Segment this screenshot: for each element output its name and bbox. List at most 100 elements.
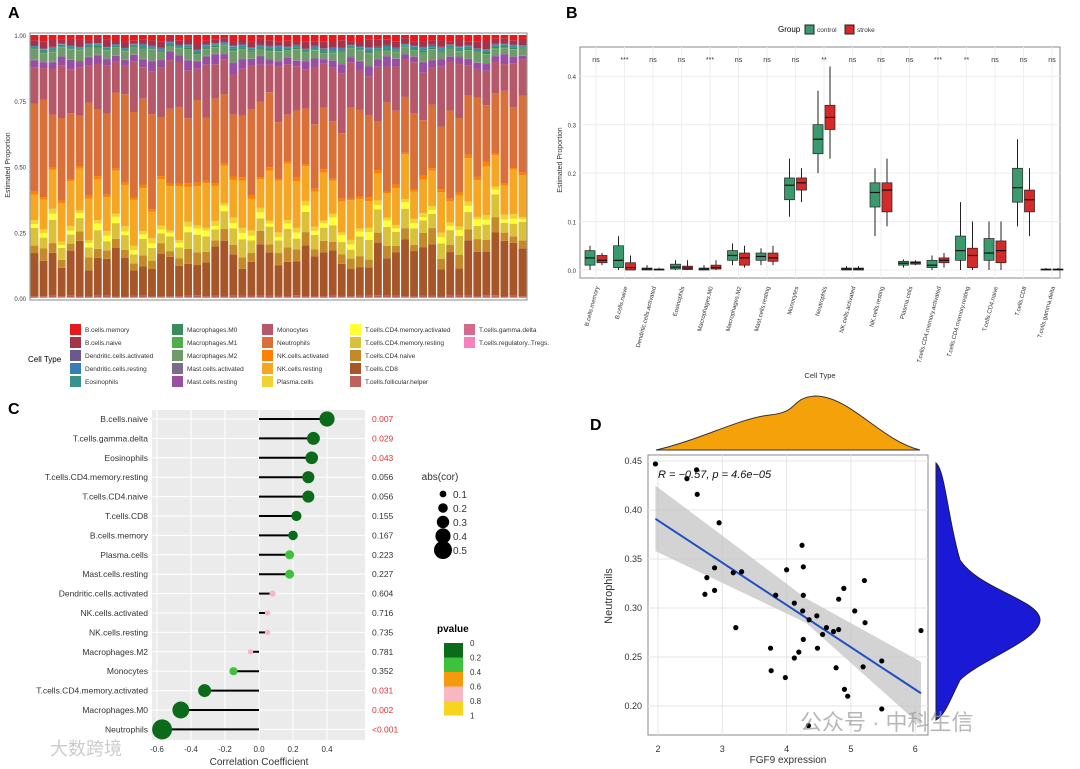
stacked-bar-segment [428,213,437,229]
stacked-bar-segment [491,62,500,93]
stacked-bar-segment [401,297,409,298]
stacked-bar-segment [211,295,220,298]
stacked-bar-segment [310,45,319,47]
stacked-bar-segment [355,267,364,296]
stacked-bar-segment [57,65,66,119]
legend-label: T.cells.gamma.delta [479,327,537,334]
stacked-bar-segment [464,297,473,298]
y-tick-label: 0.3 [568,124,577,130]
stacked-bar-segment [139,43,147,45]
color-legend-title: pvalue [437,624,469,635]
stacked-bar-segment [57,39,66,44]
stacked-bar-segment [139,35,147,40]
y-density-curve [935,461,1041,721]
stacked-bar-segment [220,42,229,44]
stacked-bar-segment [120,51,129,60]
stacked-bar-segment [39,62,48,69]
stacked-bar-segment [57,35,66,40]
stacked-bar-segment [419,62,427,73]
box [955,235,966,261]
stacked-bar-segment [373,297,382,298]
watermark: 公众号 · 中科生信 [800,710,974,735]
stacked-bar-segment [364,201,373,228]
legend-label: Plasma.cells [277,379,314,386]
stacked-bar-segment [184,45,193,48]
stacked-bar-segment [319,223,328,228]
stacked-bar-segment [518,297,527,298]
stacked-bar-segment [337,201,346,233]
stacked-bar-segment [66,297,75,298]
stacked-bar-segment [509,35,518,41]
stacked-bar-segment [319,58,328,60]
stacked-bar-segment [446,201,455,223]
stacked-bar-segment [238,47,247,49]
stacked-bar-segment [437,269,446,297]
x-tick-label: T.cells.CD8 [1015,285,1029,316]
stacked-bar-segment [464,158,473,202]
stacked-bar-segment [319,53,328,59]
stacked-bar-segment [274,45,283,47]
stacked-bar-segment [66,250,75,296]
stacked-bar-segment [392,187,400,225]
stacked-bar-segment [337,47,346,49]
stacked-bar-segment [93,176,102,180]
stacked-bar-segment [373,121,382,171]
stacked-bar-segment [491,35,500,39]
stacked-bar-segment [157,51,165,53]
y-tick-label: Mast.cells.resting [82,569,148,579]
stacked-bar-segment [238,239,247,258]
stacked-bar-segment [328,295,337,298]
stacked-bar-segment [337,51,346,53]
stacked-bar-segment [301,108,310,165]
legend-label: NK.cells.resting [277,366,323,373]
stacked-bar-segment [148,49,156,61]
stacked-bar-segment [175,40,184,45]
pvalue-label: 0.227 [372,569,394,579]
legend-label: T.cells.follicular.helper [365,379,429,386]
stacked-bar-segment [509,49,518,50]
stacked-bar-segment [93,47,102,55]
significance-label: ns [678,57,686,64]
stacked-bar-segment [256,64,265,102]
stacked-bar-segment [30,46,39,49]
stacked-bar-segment [473,48,482,50]
stacked-bar-segment [39,53,48,62]
stacked-bar-segment [111,223,120,239]
stacked-bar-segment [500,219,509,223]
y-tick-label: 0.75 [14,100,26,106]
y-tick-label: 0.35 [624,554,642,564]
x-tick-label: 0.2 [287,745,299,754]
stacked-bar-segment [120,235,129,250]
stacked-bar-segment [193,50,202,52]
stacked-bar-segment [364,259,373,268]
stacked-bar-segment [39,61,48,63]
stacked-bar-segment [509,168,518,170]
stacked-bar-segment [518,38,527,46]
stacked-bar-segment [166,230,174,233]
significance-label: ns [1048,57,1056,64]
stacked-bar-segment [401,228,409,240]
stacked-bar-segment [283,47,292,50]
stacked-bar-segment [373,47,382,49]
stacked-bar-segment [256,45,265,47]
stacked-bar-segment [419,50,427,53]
stacked-bar-segment [337,73,346,134]
stacked-bar-segment [48,52,57,62]
scatter-point [784,567,790,573]
stacked-bar-segment [482,54,491,64]
stacked-bar-segment [130,254,138,264]
size-legend-label: 0.2 [453,504,467,515]
stacked-bar-segment [464,50,473,59]
x-tick-label: NK.cells.activated [839,286,857,334]
size-legend-dot [436,515,450,529]
stacked-bar-segment [39,248,48,261]
stacked-bar-segment [120,59,129,61]
scatter-point [773,592,779,598]
stacked-bar-segment [319,252,328,297]
legend-label: Macrophages.M2 [187,353,238,360]
stacked-bar-segment [355,41,364,47]
stacked-bar-segment [247,50,256,52]
stacked-bar-segment [283,247,292,262]
stacked-bar-segment [310,256,319,297]
